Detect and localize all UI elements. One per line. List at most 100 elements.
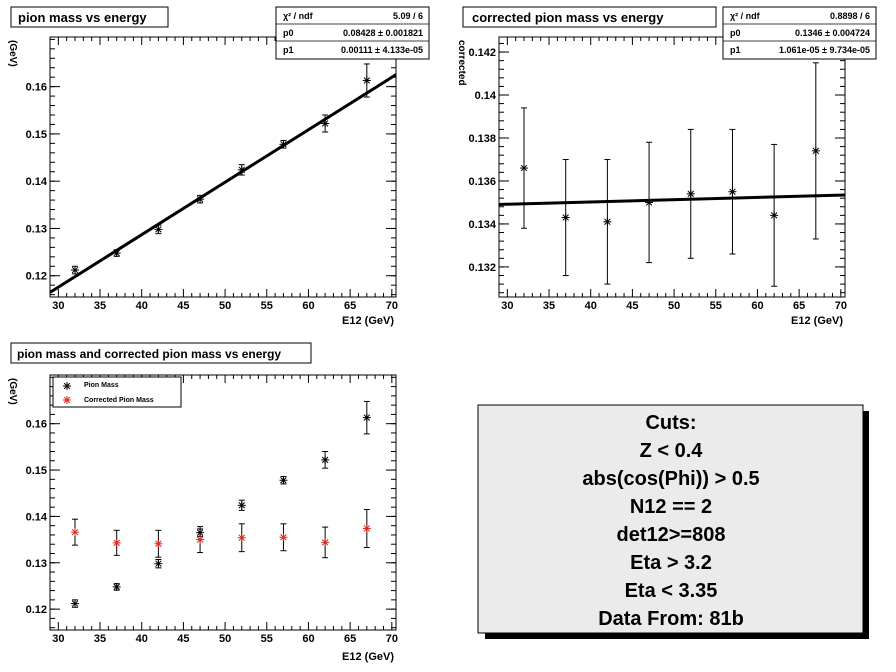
data-point xyxy=(603,217,612,226)
y-tick-label: 0.138 xyxy=(468,133,496,145)
data-point xyxy=(279,476,288,485)
y-axis-label-1: (GeV) xyxy=(7,40,18,67)
data-point xyxy=(154,539,163,548)
y-tick-label: 0.12 xyxy=(26,604,47,616)
cut-line: Data From: 81b xyxy=(598,608,744,630)
data-point xyxy=(362,76,371,85)
fit-line xyxy=(499,193,845,206)
x-tick-label: 65 xyxy=(793,300,805,312)
x-tick-label: 65 xyxy=(344,300,356,312)
cuts-lines: Cuts: Z < 0.4 abs(cos(Phi)) > 0.5 N12 == 2 d… xyxy=(582,412,759,630)
x-tick-label: 50 xyxy=(219,300,231,312)
x-tick-label: 40 xyxy=(136,633,148,645)
data-point xyxy=(728,187,737,196)
legend-marker-pion-mass xyxy=(63,382,71,390)
data-point xyxy=(561,213,570,222)
stat-label-2-2: p1 xyxy=(730,45,741,55)
cut-line: Cuts: xyxy=(645,412,696,434)
data-point xyxy=(112,582,121,591)
data-point xyxy=(686,189,695,198)
x-tick-label: 70 xyxy=(835,300,847,312)
y-tick-label: 0.132 xyxy=(468,262,496,274)
y-tick-label: 0.15 xyxy=(26,129,47,141)
cut-line: Eta > 3.2 xyxy=(630,552,712,574)
data-point xyxy=(71,599,80,608)
chart-title-3: pion mass and corrected pion mass vs ene… xyxy=(17,347,281,361)
x-tick-label: 70 xyxy=(386,300,398,312)
legend-label-pion-mass: Pion Mass xyxy=(84,382,119,389)
cut-line: abs(cos(Phi)) > 0.5 xyxy=(582,468,759,490)
y-tick-label: 0.15 xyxy=(26,465,47,477)
legend-marker-corrected-pion-mass xyxy=(63,396,71,404)
legend-label-corrected-pion-mass: Corrected Pion Mass xyxy=(84,397,154,404)
axes-frame-2 xyxy=(498,36,846,298)
axes-frame-1 xyxy=(49,36,397,298)
x-tick-label: 55 xyxy=(261,300,273,312)
x-tick-label: 40 xyxy=(585,300,597,312)
stat-value-2-0: 0.8898 / 6 xyxy=(830,11,870,21)
stat-value-2-2: 1.061e-05 ± 9.734e-05 xyxy=(779,45,870,55)
x-tick-label: 35 xyxy=(94,300,106,312)
y-tick-label: 0.14 xyxy=(26,511,48,523)
x-axis-label-1: E12 (GeV) xyxy=(342,315,394,327)
fit-line xyxy=(50,73,396,294)
data-point xyxy=(321,455,330,464)
x-tick-label: 65 xyxy=(344,633,356,645)
y-tick-label: 0.12 xyxy=(26,271,47,283)
data-point xyxy=(811,146,820,155)
data-point xyxy=(770,211,779,220)
stat-value-1-2: 0.00111 ± 4.133e-05 xyxy=(341,45,423,55)
data-marks-2 xyxy=(520,62,820,287)
stat-value-1-1: 0.08428 ± 0.001821 xyxy=(343,28,423,38)
x-axis-label-3: E12 (GeV) xyxy=(342,651,394,663)
x-tick-label: 30 xyxy=(52,633,64,645)
axis-ticks-3: 30 35 40 45 50 55 60 65 70 0.12 0.13 0.14 0.15 0.16 xyxy=(26,375,398,645)
stat-label-1-0: χ² / ndf xyxy=(283,11,314,21)
panel-corrected-pion-mass: 30 35 40 45 50 55 60 65 70 0.132 0.134 0.136 0.138 0.… xyxy=(456,6,877,327)
title-box-2: corrected pion mass vs energy xyxy=(462,6,717,28)
panel-combined: 30 35 40 45 50 55 60 65 70 0.12 0.13 0.14 0.15 0.16 p… xyxy=(7,342,398,663)
chart-title-1: pion mass vs energy xyxy=(18,10,147,25)
title-box-3: pion mass and corrected pion mass vs ene… xyxy=(10,342,312,364)
axes-frame-3 xyxy=(49,374,397,631)
x-tick-label: 55 xyxy=(710,300,722,312)
x-tick-label: 45 xyxy=(177,633,189,645)
x-tick-label: 35 xyxy=(94,633,106,645)
x-tick-label: 50 xyxy=(668,300,680,312)
y-tick-label: 0.16 xyxy=(26,419,47,431)
data-point xyxy=(154,225,163,234)
y-tick-label: 0.13 xyxy=(26,223,47,235)
cut-line: Eta < 3.35 xyxy=(625,580,718,602)
x-tick-label: 45 xyxy=(626,300,638,312)
data-point xyxy=(237,501,246,510)
stats-box-2: χ² / ndf 0.8898 / 6 p0 0.1346 ± 0.004724… xyxy=(722,6,877,60)
cuts-box: Cuts: Z < 0.4 abs(cos(Phi)) > 0.5 N12 == 2 d… xyxy=(477,404,869,639)
y-tick-label: 0.142 xyxy=(468,47,496,59)
x-tick-label: 30 xyxy=(52,300,64,312)
y-tick-label: 0.13 xyxy=(26,558,47,570)
data-marks-3 xyxy=(71,400,371,608)
fit-line-2 xyxy=(499,193,845,206)
legend-star-pion-mass xyxy=(63,382,71,390)
data-point xyxy=(362,413,371,422)
cut-line: det12>=808 xyxy=(617,524,726,546)
y-axis-label-3: (GeV) xyxy=(7,378,18,405)
data-marks-1 xyxy=(71,63,371,275)
x-axis-label-2: E12 (GeV) xyxy=(791,315,843,327)
stat-label-2-1: p0 xyxy=(730,28,741,38)
stats-box-1: χ² / ndf 5.09 / 6 p0 0.08428 ± 0.001821 … xyxy=(275,6,430,60)
y-tick-label: 0.136 xyxy=(468,176,496,188)
panel-pion-mass: 30 35 40 45 50 55 60 65 70 0.12 0.13 0.14 0.15 0.16 p… xyxy=(7,6,430,327)
data-point xyxy=(321,538,330,547)
data-point xyxy=(112,538,121,547)
x-tick-label: 70 xyxy=(386,633,398,645)
x-tick-label: 60 xyxy=(302,633,314,645)
stat-value-1-0: 5.09 / 6 xyxy=(393,11,423,21)
legend-star-corrected xyxy=(63,396,71,404)
x-tick-label: 55 xyxy=(261,633,273,645)
y-tick-label: 0.134 xyxy=(468,219,496,231)
x-tick-label: 60 xyxy=(751,300,763,312)
data-point xyxy=(71,528,80,537)
stat-label-1-1: p0 xyxy=(283,28,294,38)
